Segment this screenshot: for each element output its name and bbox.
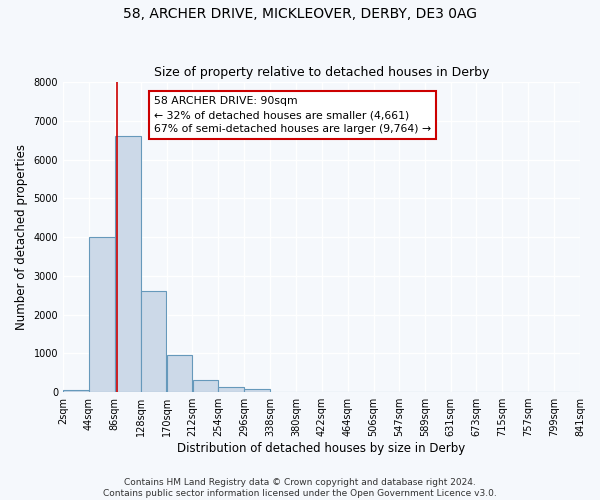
Bar	[89, 237, 115, 392]
Bar	[193, 380, 218, 392]
Bar	[167, 356, 192, 392]
Title: Size of property relative to detached houses in Derby: Size of property relative to detached ho…	[154, 66, 489, 80]
Bar	[218, 386, 244, 392]
Y-axis label: Number of detached properties: Number of detached properties	[15, 144, 28, 330]
Text: Contains HM Land Registry data © Crown copyright and database right 2024.
Contai: Contains HM Land Registry data © Crown c…	[103, 478, 497, 498]
Bar	[141, 292, 166, 392]
Bar	[115, 136, 140, 392]
Text: 58 ARCHER DRIVE: 90sqm
← 32% of detached houses are smaller (4,661)
67% of semi-: 58 ARCHER DRIVE: 90sqm ← 32% of detached…	[154, 96, 431, 134]
X-axis label: Distribution of detached houses by size in Derby: Distribution of detached houses by size …	[178, 442, 466, 455]
Text: 58, ARCHER DRIVE, MICKLEOVER, DERBY, DE3 0AG: 58, ARCHER DRIVE, MICKLEOVER, DERBY, DE3…	[123, 8, 477, 22]
Bar	[63, 390, 89, 392]
Bar	[244, 389, 270, 392]
